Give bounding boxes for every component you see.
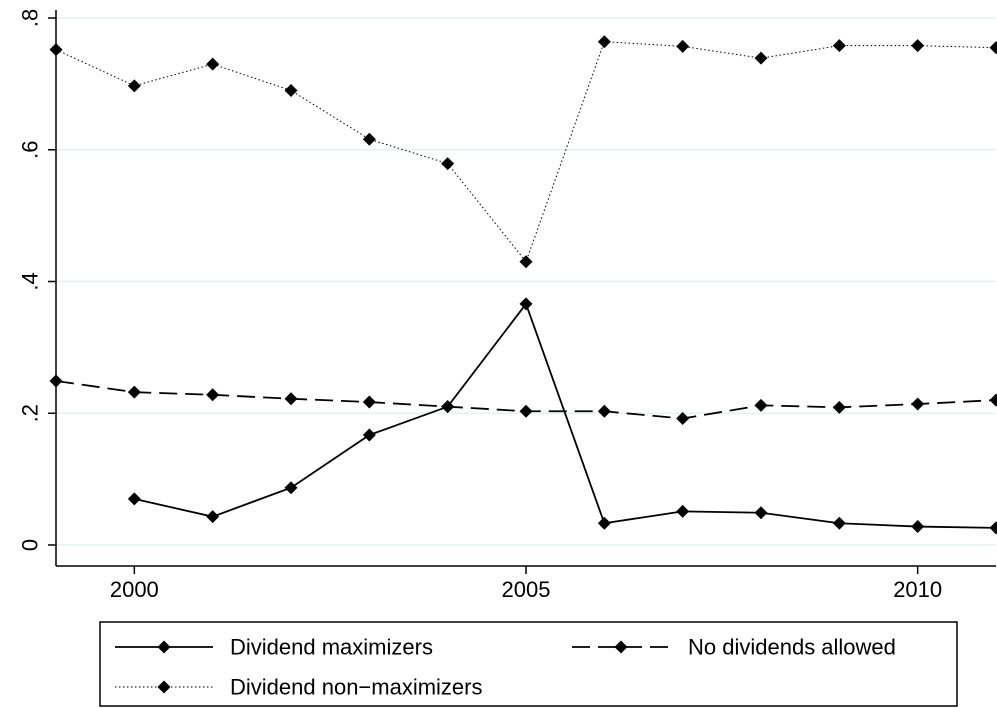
data-point-marker bbox=[597, 404, 611, 418]
data-point-marker bbox=[206, 510, 220, 524]
data-point-marker bbox=[284, 481, 298, 495]
y-tick-label: .2 bbox=[18, 404, 43, 422]
data-point-marker bbox=[676, 412, 690, 426]
legend-marker bbox=[614, 640, 628, 654]
data-point-marker bbox=[911, 520, 925, 534]
y-tick-label: .4 bbox=[18, 272, 43, 290]
data-point-marker bbox=[519, 404, 533, 418]
y-tick-label: .8 bbox=[18, 9, 43, 27]
series-3 bbox=[49, 35, 997, 269]
series-2 bbox=[49, 374, 997, 426]
data-point-marker bbox=[832, 400, 846, 414]
data-point-marker bbox=[989, 521, 997, 535]
data-point-marker bbox=[989, 393, 997, 407]
data-point-marker bbox=[519, 297, 533, 311]
data-point-marker bbox=[284, 83, 298, 97]
legend-entry: Dividend non−maximizers bbox=[115, 675, 483, 700]
data-point-marker bbox=[597, 516, 611, 530]
data-point-marker bbox=[127, 79, 141, 93]
x-tick-label: 2000 bbox=[110, 577, 159, 602]
x-tick-label: 2005 bbox=[502, 577, 551, 602]
series-layer bbox=[49, 35, 997, 535]
data-point-marker bbox=[284, 392, 298, 406]
data-point-marker bbox=[754, 51, 768, 65]
series-1 bbox=[127, 297, 997, 535]
legend: Dividend maximizers No dividends allowed D… bbox=[99, 621, 958, 707]
data-point-marker bbox=[441, 157, 455, 171]
data-point-marker bbox=[127, 492, 141, 506]
legend-entry: Dividend maximizers bbox=[115, 635, 433, 660]
data-point-marker bbox=[362, 132, 376, 146]
data-point-marker bbox=[597, 35, 611, 49]
series-line bbox=[55, 41, 997, 263]
legend-marker bbox=[157, 640, 171, 654]
y-tick-label: .6 bbox=[18, 141, 43, 159]
data-point-marker bbox=[989, 41, 997, 55]
data-point-marker bbox=[362, 428, 376, 442]
data-point-marker bbox=[911, 397, 925, 411]
data-point-marker bbox=[519, 255, 533, 269]
data-point-marker bbox=[911, 39, 925, 53]
data-point-marker bbox=[49, 374, 63, 388]
data-point-marker bbox=[676, 39, 690, 53]
x-tick-label: 2010 bbox=[893, 577, 942, 602]
y-tick-label: 0 bbox=[18, 539, 43, 551]
data-point-marker bbox=[754, 506, 768, 520]
axes: 0 .2 .4 .6 .8 2000 2005 2010 bbox=[18, 9, 996, 602]
data-point-marker bbox=[832, 516, 846, 530]
data-point-marker bbox=[832, 39, 846, 53]
legend-marker bbox=[157, 680, 171, 694]
data-point-marker bbox=[49, 43, 63, 57]
legend-label: No dividends allowed bbox=[688, 635, 896, 660]
legend-label: Dividend non−maximizers bbox=[230, 675, 483, 700]
legend-box bbox=[99, 621, 958, 707]
data-point-marker bbox=[754, 398, 768, 412]
data-point-marker bbox=[362, 395, 376, 409]
data-point-marker bbox=[206, 388, 220, 402]
series-line bbox=[134, 302, 997, 529]
legend-label: Dividend maximizers bbox=[230, 635, 433, 660]
data-point-marker bbox=[441, 400, 455, 414]
data-point-marker bbox=[127, 385, 141, 399]
data-point-marker bbox=[676, 504, 690, 518]
legend-entry: No dividends allowed bbox=[572, 635, 896, 660]
grid-lines bbox=[56, 17, 996, 546]
data-point-marker bbox=[206, 57, 220, 71]
